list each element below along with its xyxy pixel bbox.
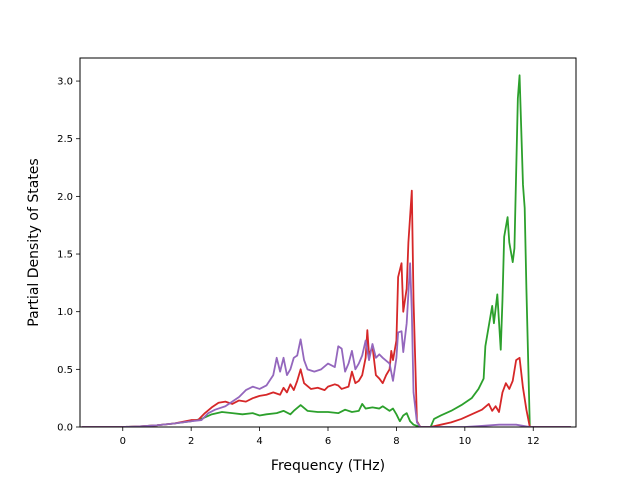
plot-background [80,58,576,427]
y-tick-label: 1.5 [57,250,73,261]
x-axis-label: Frequency (THz) [271,458,385,474]
y-axis-label: Partial Density of States [26,158,42,326]
series-line-2 [81,189,571,427]
x-tick-label: 10 [458,436,471,447]
x-tick-label: 0 [120,436,126,447]
x-tick-label: 8 [393,436,399,447]
y-tick-label: 0.5 [57,365,73,376]
y-axis-ticks: 0.0 0.5 1.0 1.5 2.0 2.5 3.0 [57,77,80,434]
series-layer [81,74,571,427]
y-tick-label: 2.5 [57,134,73,145]
series-line-1 [81,74,571,427]
y-tick-label: 0.0 [57,423,73,434]
x-tick-label: 6 [325,436,331,447]
x-tick-label: 2 [188,436,194,447]
y-tick-label: 3.0 [57,77,73,88]
x-tick-label: 12 [527,436,540,447]
x-axis-ticks: 0 2 4 6 8 10 12 [120,427,540,447]
x-tick-label: 4 [256,436,262,447]
y-tick-label: 2.0 [57,192,73,203]
series-line-3 [81,262,571,427]
y-tick-label: 1.0 [57,307,73,318]
